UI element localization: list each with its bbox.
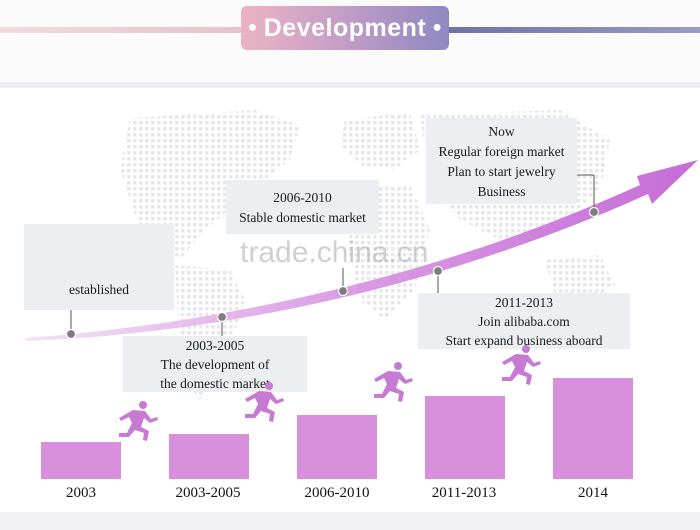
note-line: the domestic market	[160, 376, 270, 391]
note-line: 2011-2013	[495, 295, 553, 310]
milestone-dot	[216, 311, 228, 323]
note-line: Regular foreign market	[438, 144, 565, 159]
milestone-note-2003-2005: 2003-2005 The development of the domesti…	[123, 336, 307, 392]
note-line: Business	[477, 184, 526, 199]
page-title: ● Development ●	[241, 6, 449, 50]
note-line: Plan to start jewelry	[447, 164, 556, 179]
step-bar-2014	[553, 378, 633, 479]
note-line: Start expand business aboard	[445, 333, 603, 348]
runner-icon	[374, 362, 413, 402]
header-line-left	[0, 27, 245, 33]
year-label-2014: 2014	[578, 485, 608, 501]
bullet-icon: ●	[247, 19, 258, 36]
note-line: 2003-2005	[185, 338, 245, 353]
milestone-note-now: Now Regular foreign market Plan to start…	[426, 118, 577, 204]
note-line: The development of	[160, 357, 270, 372]
header-line-right	[448, 27, 700, 33]
bullet-icon: ●	[432, 19, 443, 36]
footer-band	[0, 512, 700, 530]
year-label-2003: 2003	[66, 485, 96, 501]
milestone-dot	[432, 265, 444, 277]
milestone-dot	[337, 285, 349, 297]
runner-icon	[119, 401, 158, 441]
note-line: Now	[488, 124, 515, 139]
milestone-dot	[588, 206, 600, 218]
year-label-2003-2005: 2003-2005	[175, 485, 241, 501]
runner-icon	[245, 382, 284, 422]
year-label-2006-2010: 2006-2010	[304, 485, 370, 501]
note-line: Stable domestic market	[239, 210, 366, 225]
runner-icon	[502, 345, 541, 385]
header-separator	[0, 82, 700, 88]
note-line: established	[69, 282, 129, 297]
watermark: trade.china.cn	[240, 236, 429, 269]
step-bar-2003-2005	[169, 434, 249, 479]
milestone-note-2011-2013: 2011-2013 Join alibaba.com Start expand …	[418, 293, 630, 349]
milestone-dot	[65, 328, 77, 340]
step-bar-2006-2010	[297, 415, 377, 479]
year-label-2011-2013: 2011-2013	[431, 485, 497, 501]
step-bar-2003	[41, 442, 121, 479]
step-bar-2011-2013	[425, 396, 505, 479]
milestone-note-established: established	[24, 224, 174, 310]
milestone-note-2006-2010: 2006-2010 Stable domestic market	[226, 180, 379, 234]
note-line: 2006-2010	[273, 190, 332, 205]
note-line: Join alibaba.com	[478, 314, 570, 329]
page-title-text: Development	[263, 13, 427, 42]
